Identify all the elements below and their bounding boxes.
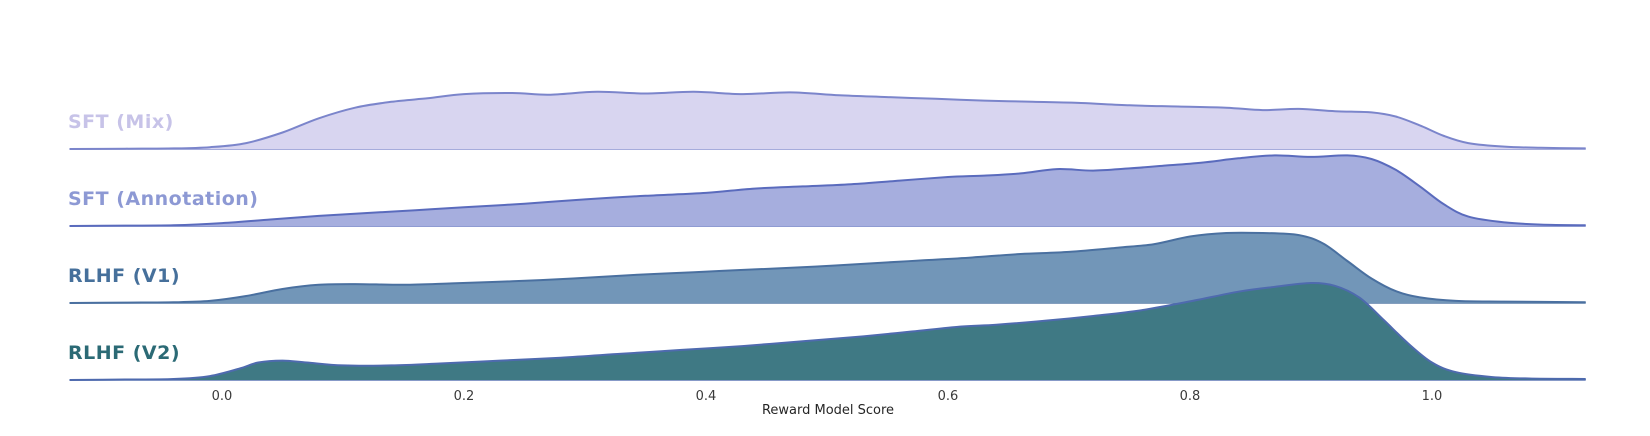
ridge-line-rlhf-v1 [69,231,1586,304]
ridge-line-sft-mix [69,90,1586,150]
ridge-label-sft-mix: SFT (Mix) [68,111,174,133]
ridge-label-sft-annotation: SFT (Annotation) [68,188,259,210]
x-tick-0.6: 0.6 [937,389,959,404]
x-tick-0.4: 0.4 [695,389,717,404]
x-tick-0.2: 0.2 [453,389,475,404]
ridge-label-rlhf-v1: RLHF (V1) [68,265,181,287]
x-tick-1.0: 1.0 [1421,389,1443,404]
x-tick-0.8: 0.8 [1179,389,1201,404]
ridge-label-rlhf-v2: RLHF (V2) [68,342,181,364]
ridge-area-sft-mix [69,91,1586,149]
ridge-line-rlhf-v2 [69,281,1586,381]
ridge-area-rlhf-v1 [69,232,1586,303]
x-axis-label: Reward Model Score [761,403,895,418]
x-tick-0.0: 0.0 [211,389,233,404]
ridge-area-sft-annotation [69,155,1586,226]
ridge-line-sft-annotation [69,154,1586,227]
ridge-area-rlhf-v2 [69,282,1586,380]
